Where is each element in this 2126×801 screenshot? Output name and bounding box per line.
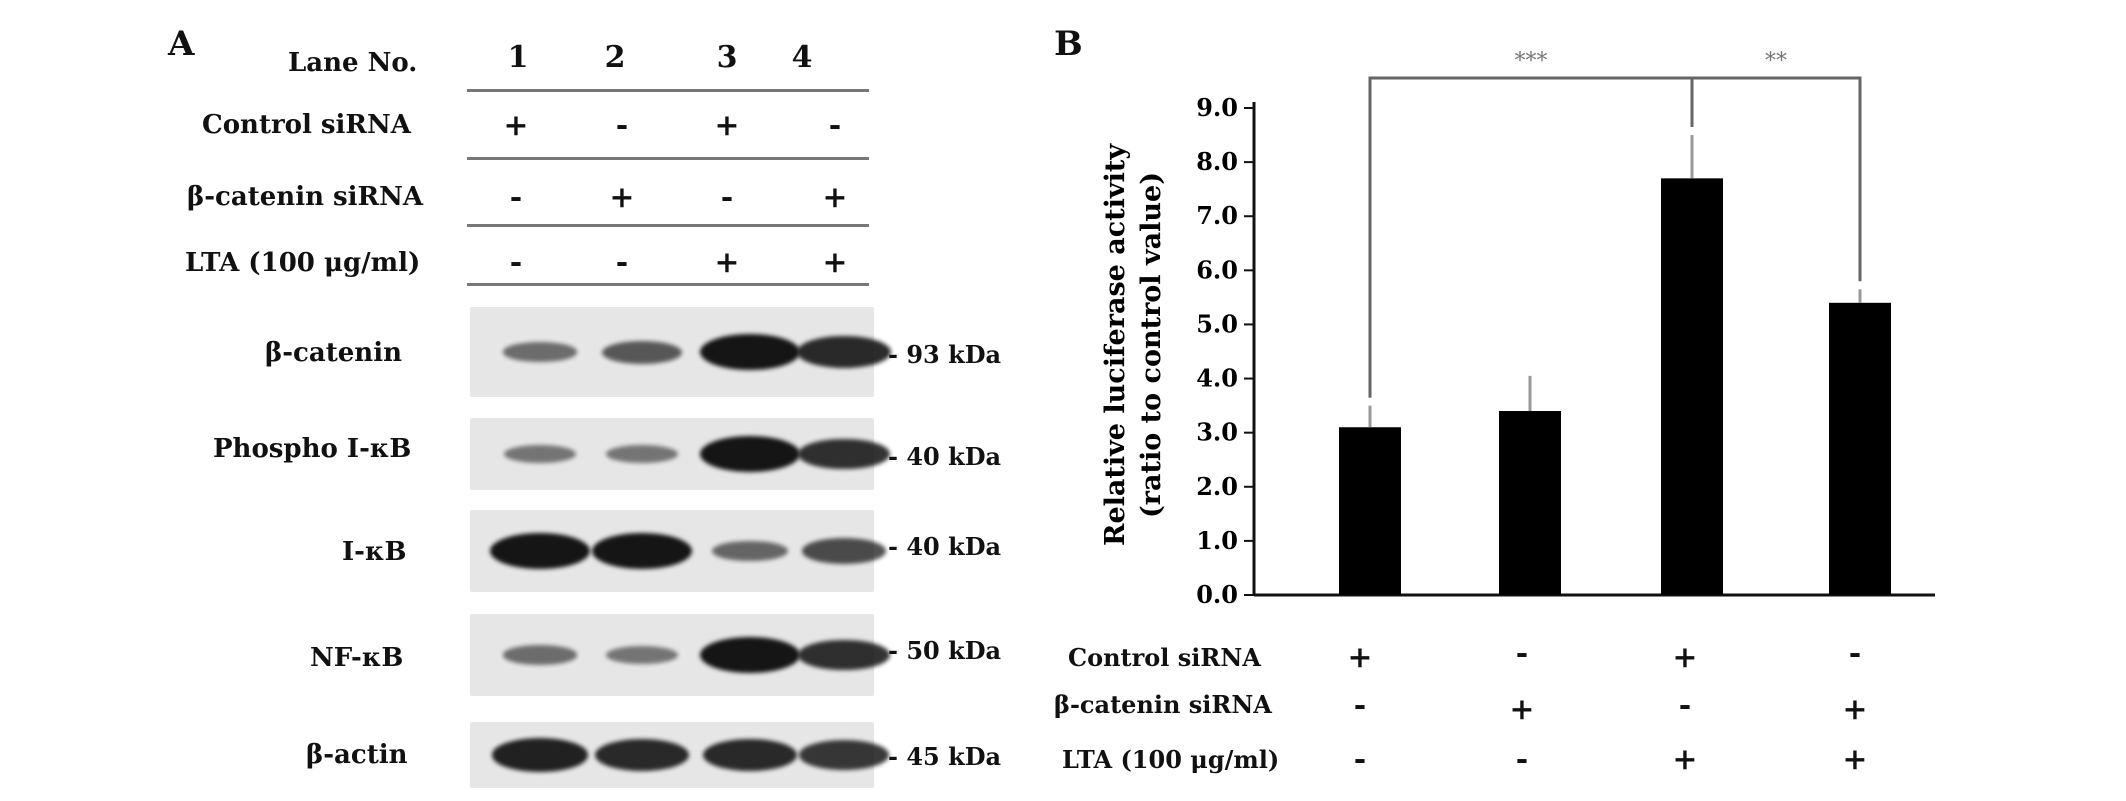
molecular-weight-label: - 40 kDa (888, 532, 1002, 561)
significance-label: *** (1515, 49, 1548, 74)
y-tick-label: 4.0 (1196, 364, 1238, 393)
y-axis-title-line: (ratio to control value) (1136, 172, 1167, 518)
divider (467, 157, 869, 160)
condition-sign: - (615, 108, 629, 143)
condition-sign: - (509, 180, 523, 215)
y-tick-label: 1.0 (1196, 526, 1238, 555)
condition-label: β-catenin siRNA (187, 182, 424, 212)
blot-band (592, 533, 692, 569)
blot-band (802, 538, 886, 564)
bar-chart: Relative luciferase activity (ratio to c… (1100, 49, 1935, 609)
condition-sign: + (714, 245, 740, 280)
condition-label: Control siRNA (202, 110, 411, 140)
lane-header: Lane No. (288, 48, 418, 78)
blot-band (503, 645, 577, 665)
condition-label: β-catenin siRNA (1054, 690, 1272, 719)
blot-band (798, 639, 890, 671)
panel-a-letter: A (168, 24, 195, 64)
condition-label: Control siRNA (1068, 643, 1261, 672)
significance-label: ** (1765, 49, 1787, 74)
y-tick-label: 2.0 (1196, 472, 1238, 501)
western-blot-phospho-ikb (470, 418, 890, 490)
y-tick-label: 8.0 (1196, 147, 1238, 176)
y-tick-label: 9.0 (1196, 93, 1238, 122)
condition-sign: + (1842, 692, 1868, 727)
condition-sign: + (1347, 640, 1373, 675)
blot-band (700, 334, 800, 370)
divider (467, 224, 869, 227)
condition-label: LTA (100 μg/ml) (185, 248, 421, 278)
condition-sign: + (1509, 692, 1535, 727)
condition-sign: + (503, 108, 529, 143)
molecular-weight-label: - 50 kDa (888, 636, 1002, 665)
y-tick-label: 5.0 (1196, 309, 1238, 338)
blot-band (700, 637, 800, 673)
molecular-weight-label: - 45 kDa (888, 742, 1002, 771)
bar (1661, 178, 1723, 595)
condition-sign: - (509, 245, 523, 280)
blot-band (504, 445, 576, 463)
divider (467, 89, 869, 92)
blot-protein-label: Phospho I-κB (213, 434, 412, 464)
blot-band (503, 342, 577, 362)
condition-sign: - (720, 180, 734, 215)
lane-number: 2 (604, 40, 626, 75)
molecular-weight-label: - 40 kDa (888, 442, 1002, 471)
blot-band (797, 335, 891, 369)
y-tick-label: 0.0 (1196, 580, 1238, 609)
blot-protein-label: β-actin (306, 740, 408, 770)
western-blot-ikb (470, 510, 886, 592)
panel-b-letter: B (1054, 24, 1083, 64)
bar (1339, 427, 1401, 595)
blot-band (492, 738, 588, 772)
condition-sign: + (1672, 742, 1698, 777)
y-tick-label: 3.0 (1196, 418, 1238, 447)
blot-band (490, 533, 590, 569)
blot-protein-label: I-κB (342, 537, 407, 567)
significance-bracket (1368, 76, 1694, 398)
lane-number: 1 (507, 40, 529, 75)
y-axis-title-line: Relative luciferase activity (1100, 143, 1131, 546)
western-blot-nfkb (470, 614, 890, 696)
condition-sign: - (615, 245, 629, 280)
blot-band (606, 445, 678, 463)
blot-band (799, 740, 889, 770)
y-tick-label: 7.0 (1196, 201, 1238, 230)
condition-sign: - (1678, 688, 1692, 723)
condition-sign: - (1515, 636, 1529, 671)
blot-protein-label: β-catenin (265, 338, 402, 368)
blot-band (602, 340, 682, 364)
condition-sign: - (828, 108, 842, 143)
condition-sign: + (1672, 640, 1698, 675)
bar (1829, 302, 1891, 595)
blot-band (712, 540, 788, 562)
condition-sign: + (609, 180, 635, 215)
condition-sign: - (1353, 742, 1367, 777)
condition-sign: + (714, 108, 740, 143)
significance-bracket (1690, 76, 1862, 282)
condition-sign: - (1515, 742, 1529, 777)
bar (1499, 411, 1561, 595)
blot-band (606, 646, 678, 664)
condition-sign: + (1842, 742, 1868, 777)
condition-label: LTA (100 μg/ml) (1062, 745, 1280, 774)
condition-sign: - (1353, 688, 1367, 723)
blot-band (798, 438, 890, 470)
condition-sign: - (1848, 636, 1862, 671)
lane-number: 3 (716, 40, 738, 75)
condition-sign: + (822, 245, 848, 280)
lane-number: 4 (791, 40, 813, 75)
blot-protein-label: NF-κB (310, 643, 404, 673)
western-blot-beta-actin (470, 722, 889, 788)
divider (467, 283, 869, 286)
y-axis-title: Relative luciferase activity (ratio to c… (1100, 143, 1167, 546)
blot-band (700, 436, 800, 472)
condition-sign: + (822, 180, 848, 215)
western-blot-beta-catenin (470, 307, 891, 397)
y-tick-label: 6.0 (1196, 255, 1238, 284)
blot-band (595, 738, 689, 772)
blot-band (703, 738, 797, 772)
molecular-weight-label: - 93 kDa (888, 340, 1002, 369)
